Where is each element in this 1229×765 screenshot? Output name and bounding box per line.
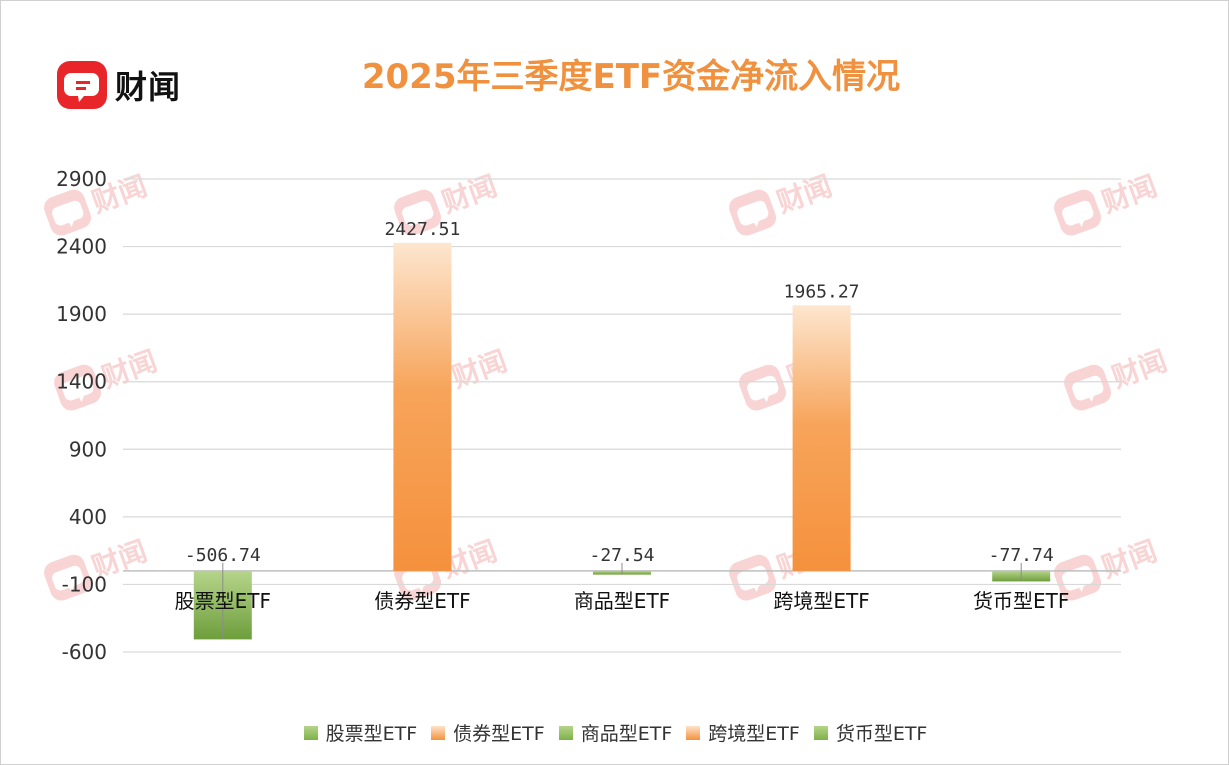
legend-label: 股票型ETF [325,723,418,745]
legend-item: 债券型ETF [431,719,545,746]
value-label: 2427.51 [384,219,460,240]
legend-swatch [303,725,318,740]
x-tick-label: 商品型ETF [574,589,670,613]
legend-label: 跨境型ETF [708,723,800,745]
value-label: -77.74 [989,545,1054,566]
y-tick-label: 1900 [56,302,107,326]
value-label: -506.74 [185,545,261,566]
legend-swatch [813,725,828,740]
value-label: 1965.27 [784,281,860,302]
y-tick-label: -100 [62,572,107,596]
watermark-layer [41,165,1173,604]
x-tick-label: 股票型ETF [175,589,271,613]
legend-item: 跨境型ETF [686,719,800,746]
value-label: -27.54 [589,545,654,566]
y-tick-label: 2400 [56,235,107,259]
x-axis: 股票型ETF 债券型ETF 商品型ETF 跨境型ETF 货币型ETF [175,589,1070,613]
legend-swatch [558,725,573,740]
x-tick-label: 跨境型ETF [773,589,869,613]
legend-swatch [686,725,701,740]
bar-4 [792,305,851,571]
legend-item: 商品型ETF [558,719,673,746]
y-tick-label: 2900 [56,167,107,191]
y-tick-label: 400 [69,505,107,529]
watermark-logo [1061,340,1173,414]
value-labels: -506.74 2427.51 -27.54 1965.27 -77.74 [185,219,1054,566]
legend-label: 商品型ETF [580,723,673,745]
legend: 股票型ETF 债券型ETF 商品型ETF 跨境型ETF 货币型ETF [1,719,1228,746]
watermark-logo [726,165,838,239]
gridlines [123,178,1121,653]
bar-2 [393,242,452,571]
brand-logo: 财闻 [57,61,181,109]
legend-swatch [431,725,446,740]
chart-title: 2025年三季度ETF资金净流入情况 [361,57,901,97]
y-tick-label: 1400 [56,370,107,394]
legend-item: 货币型ETF [813,719,928,746]
legend-label: 债券型ETF [453,723,545,745]
x-tick-label: 货币型ETF [973,589,1069,613]
y-tick-label: 900 [69,437,107,461]
chat-bubble-icon [57,61,107,109]
x-tick-label: 债券型ETF [374,589,470,613]
y-tick-label: -600 [62,640,107,664]
legend-item: 股票型ETF [303,719,418,746]
y-axis: 2900 2400 1900 1400 900 400 -100 -600 [56,167,107,664]
brand-name: 财闻 [115,68,182,106]
watermark-logo [1051,165,1163,239]
bars [193,242,1051,640]
legend-label: 货币型ETF [835,723,928,745]
